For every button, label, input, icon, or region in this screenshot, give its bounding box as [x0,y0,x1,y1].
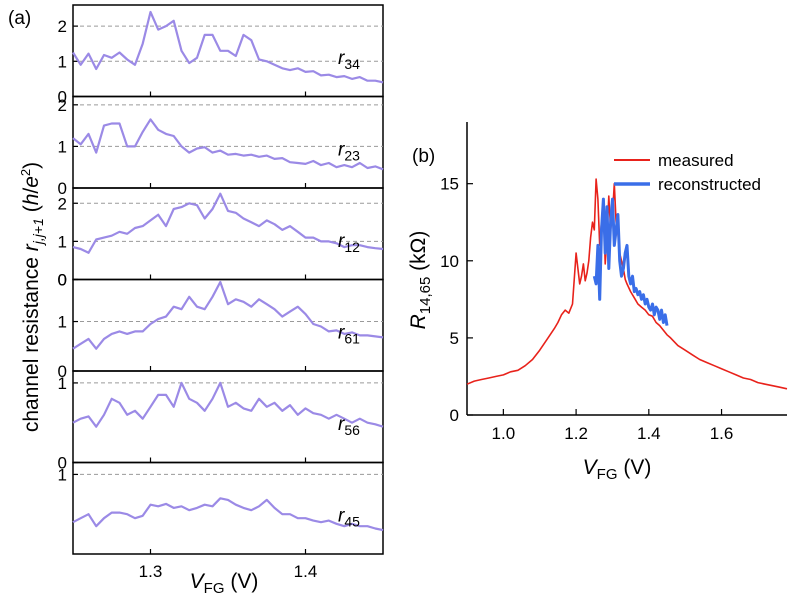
subplot-1-series-label-name: r [338,140,345,161]
subplot-frame-4 [72,370,384,464]
panel-b-ytick-label-1: 5 [450,329,459,348]
subplot-1-series-label: r23 [338,140,360,164]
legend-label-measured: measured [658,151,734,170]
subplot-3-series-label-name: r [338,323,345,344]
subplot-3-series-line [72,280,384,350]
subplot-5-series-label-name: r [338,506,345,527]
subplot-frame-5 [72,461,384,555]
subplot-2-ytick-label-2: 2 [58,194,67,213]
subplot-4-ytick-label-0: 0 [58,454,67,473]
panel-b-ytick-label-0: 0 [450,406,459,425]
panel-b-label: (b) [412,146,435,167]
subplot-1-ytick-label-2: 2 [58,96,67,115]
panel-b-chart: 0 5 10 15 1.0 1.2 1.4 1.6 measured reconstructed [440,122,788,443]
panel-a-x-axis-label: VFG (V) [190,570,259,597]
panel-b-ytick-label-3: 15 [440,175,459,194]
subplot-2-ytick-label-0: 0 [58,271,67,290]
subplot-5-series-line [72,497,384,532]
subplot-0-series-label: r34 [338,48,360,72]
subplot-3-ytick-label-2: 0 [58,271,67,290]
legend-label-reconstructed: reconstructed [658,175,761,194]
subplot-3-series-label-sub: 61 [344,331,360,347]
panel-a-xtick-label-1: 1.4 [294,562,318,581]
subplot-frame-3 [72,278,384,372]
panel-b-x-axis-label: VFG (V) [583,456,652,483]
panel-b-series-reconstructed [592,197,669,326]
subplot-frame-1 [72,95,384,189]
subplot-3-ytick-label-1: 1 [58,313,67,332]
subplot-2-ytick-label-1: 1 [58,232,67,251]
subplot-1-ytick-label-1: 1 [58,137,67,156]
subplot-5-series-label: r45 [338,506,360,530]
subplot-0-series-line [72,10,384,84]
subplot-1-series-line [72,118,384,171]
panel-b-ytick-label-2: 10 [440,252,459,271]
subplot-1-ytick-label-0: 0 [58,179,67,198]
subplot-3-series-label: r61 [338,323,360,347]
subplot-4-series-label-name: r [338,414,345,435]
subplot-4-series-line [72,381,384,428]
subplot-2-series-label-sub: 12 [344,239,360,255]
panel-b-xtick-label-2: 1.4 [637,424,661,443]
subplot-3-ytick-label-0: 0 [58,362,67,381]
subplot-4-ytick-label-1: 1 [58,374,67,393]
subplot-2-series-line [72,192,384,254]
subplot-2-series-label: r12 [338,231,360,255]
panel-a-y-axis-label: channel resistance rj,j+1 (h/e2) [18,162,46,432]
subplot-frame-2 [72,187,384,281]
subplot-0-ytick-label-0: 0 [58,88,67,107]
subplot-4-series-label-sub: 56 [344,422,360,438]
panel-b-xtick-label-1: 1.2 [564,424,588,443]
panel-a-xtick-label-0: 1.3 [139,562,163,581]
subplot-0-ytick-label-1: 1 [58,52,67,71]
subplot-0-ytick-label-2: 2 [58,17,67,36]
subplot-0-series-label-name: r [338,48,345,69]
subplot-0-series-label-sub: 34 [344,56,360,72]
panel-b-y-axis-label: R14,65 (kΩ) [407,231,434,330]
panel-a-label: (a) [8,8,31,29]
panel-b-xtick-label-3: 1.6 [710,424,734,443]
subplot-5-series-label-sub: 45 [344,514,360,530]
subplot-5-ytick-label-0: 1 [58,465,67,484]
panel-b-series-measured [466,178,788,390]
subplot-1-series-label-sub: 23 [344,148,360,164]
subplot-2-series-label-name: r [338,231,345,252]
panel-b-xtick-label-0: 1.0 [492,424,516,443]
subplot-4-series-label: r56 [338,414,360,438]
